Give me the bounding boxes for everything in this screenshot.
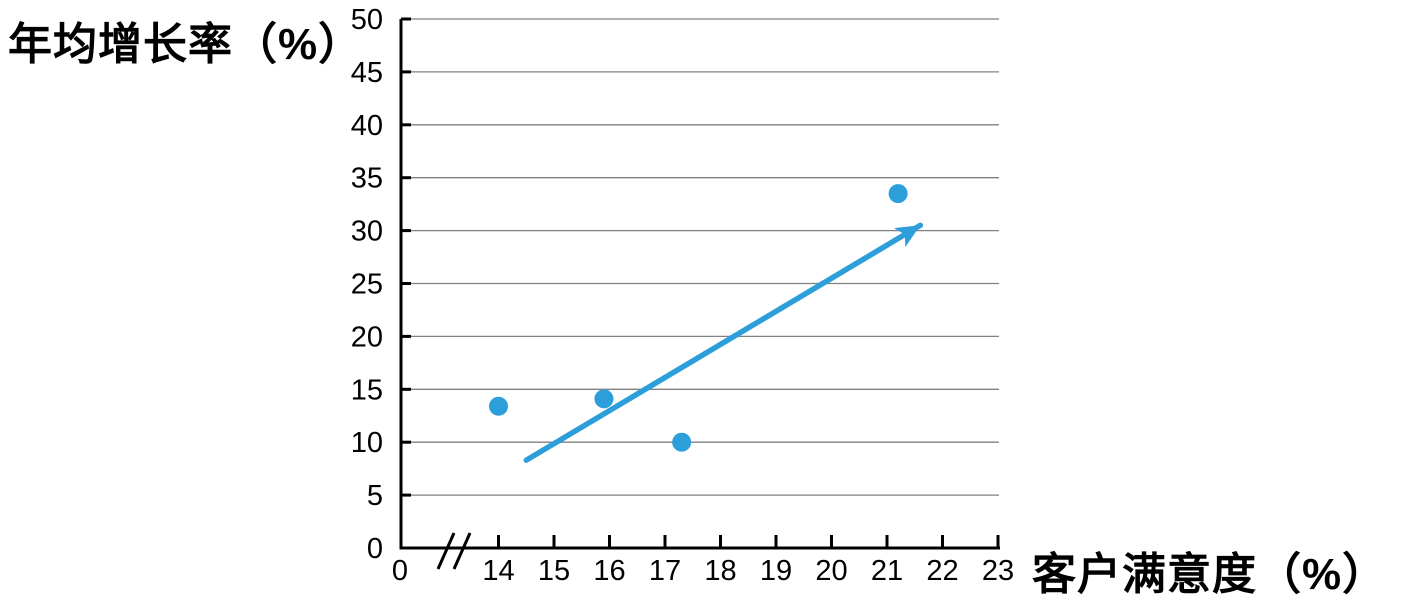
y-tick-label: 50 [351,4,383,36]
y-tick-label: 20 [351,321,383,353]
axes-group [399,19,1000,550]
y-tick-label: 25 [351,269,383,301]
data-points-group [489,184,908,452]
data-point [672,432,692,452]
y-tick-label: 35 [351,163,383,195]
y-tick-label: 15 [351,374,383,406]
data-point [888,184,908,204]
y-axis-title: 年均增长率（%） [8,20,364,69]
y-tick-label: 45 [351,57,383,89]
axis-break-slash [436,532,456,570]
y-tick-label: 10 [351,427,383,459]
trend-arrow [523,222,924,463]
axis-break-group [436,532,472,570]
y-tick-label: 5 [367,480,383,512]
x-tick-label: 23 [982,555,1014,587]
x-tick-label: 19 [760,555,792,587]
x-tick-label: 18 [704,555,736,587]
x-tick-label: 17 [649,555,681,587]
y-tick-label: 40 [351,110,383,142]
x-tick-label: 14 [482,555,514,587]
x-tick-label: 16 [593,555,625,587]
x-tick-label: 20 [815,555,847,587]
x-axis-title: 客户满意度（%） [1032,550,1388,599]
trend-arrow-group [523,222,924,463]
x-tick-label: 15 [538,555,570,587]
x-origin-label: 0 [392,555,408,587]
data-point [594,389,614,409]
x-tick-label: 22 [926,555,958,587]
tick-labels-group: 0 5 10 15 20 25 30 35 40 45 50 14 15 16 17 18 19 20 21 22 23… [351,4,1014,587]
x-tick-label: 21 [871,555,903,587]
data-point [489,396,508,416]
ticks-group [401,17,1000,550]
y-tick-label: 30 [351,216,383,248]
gridlines-group [401,18,999,496]
axis-break-slash [452,532,472,570]
y-tick-label: 0 [367,533,383,565]
